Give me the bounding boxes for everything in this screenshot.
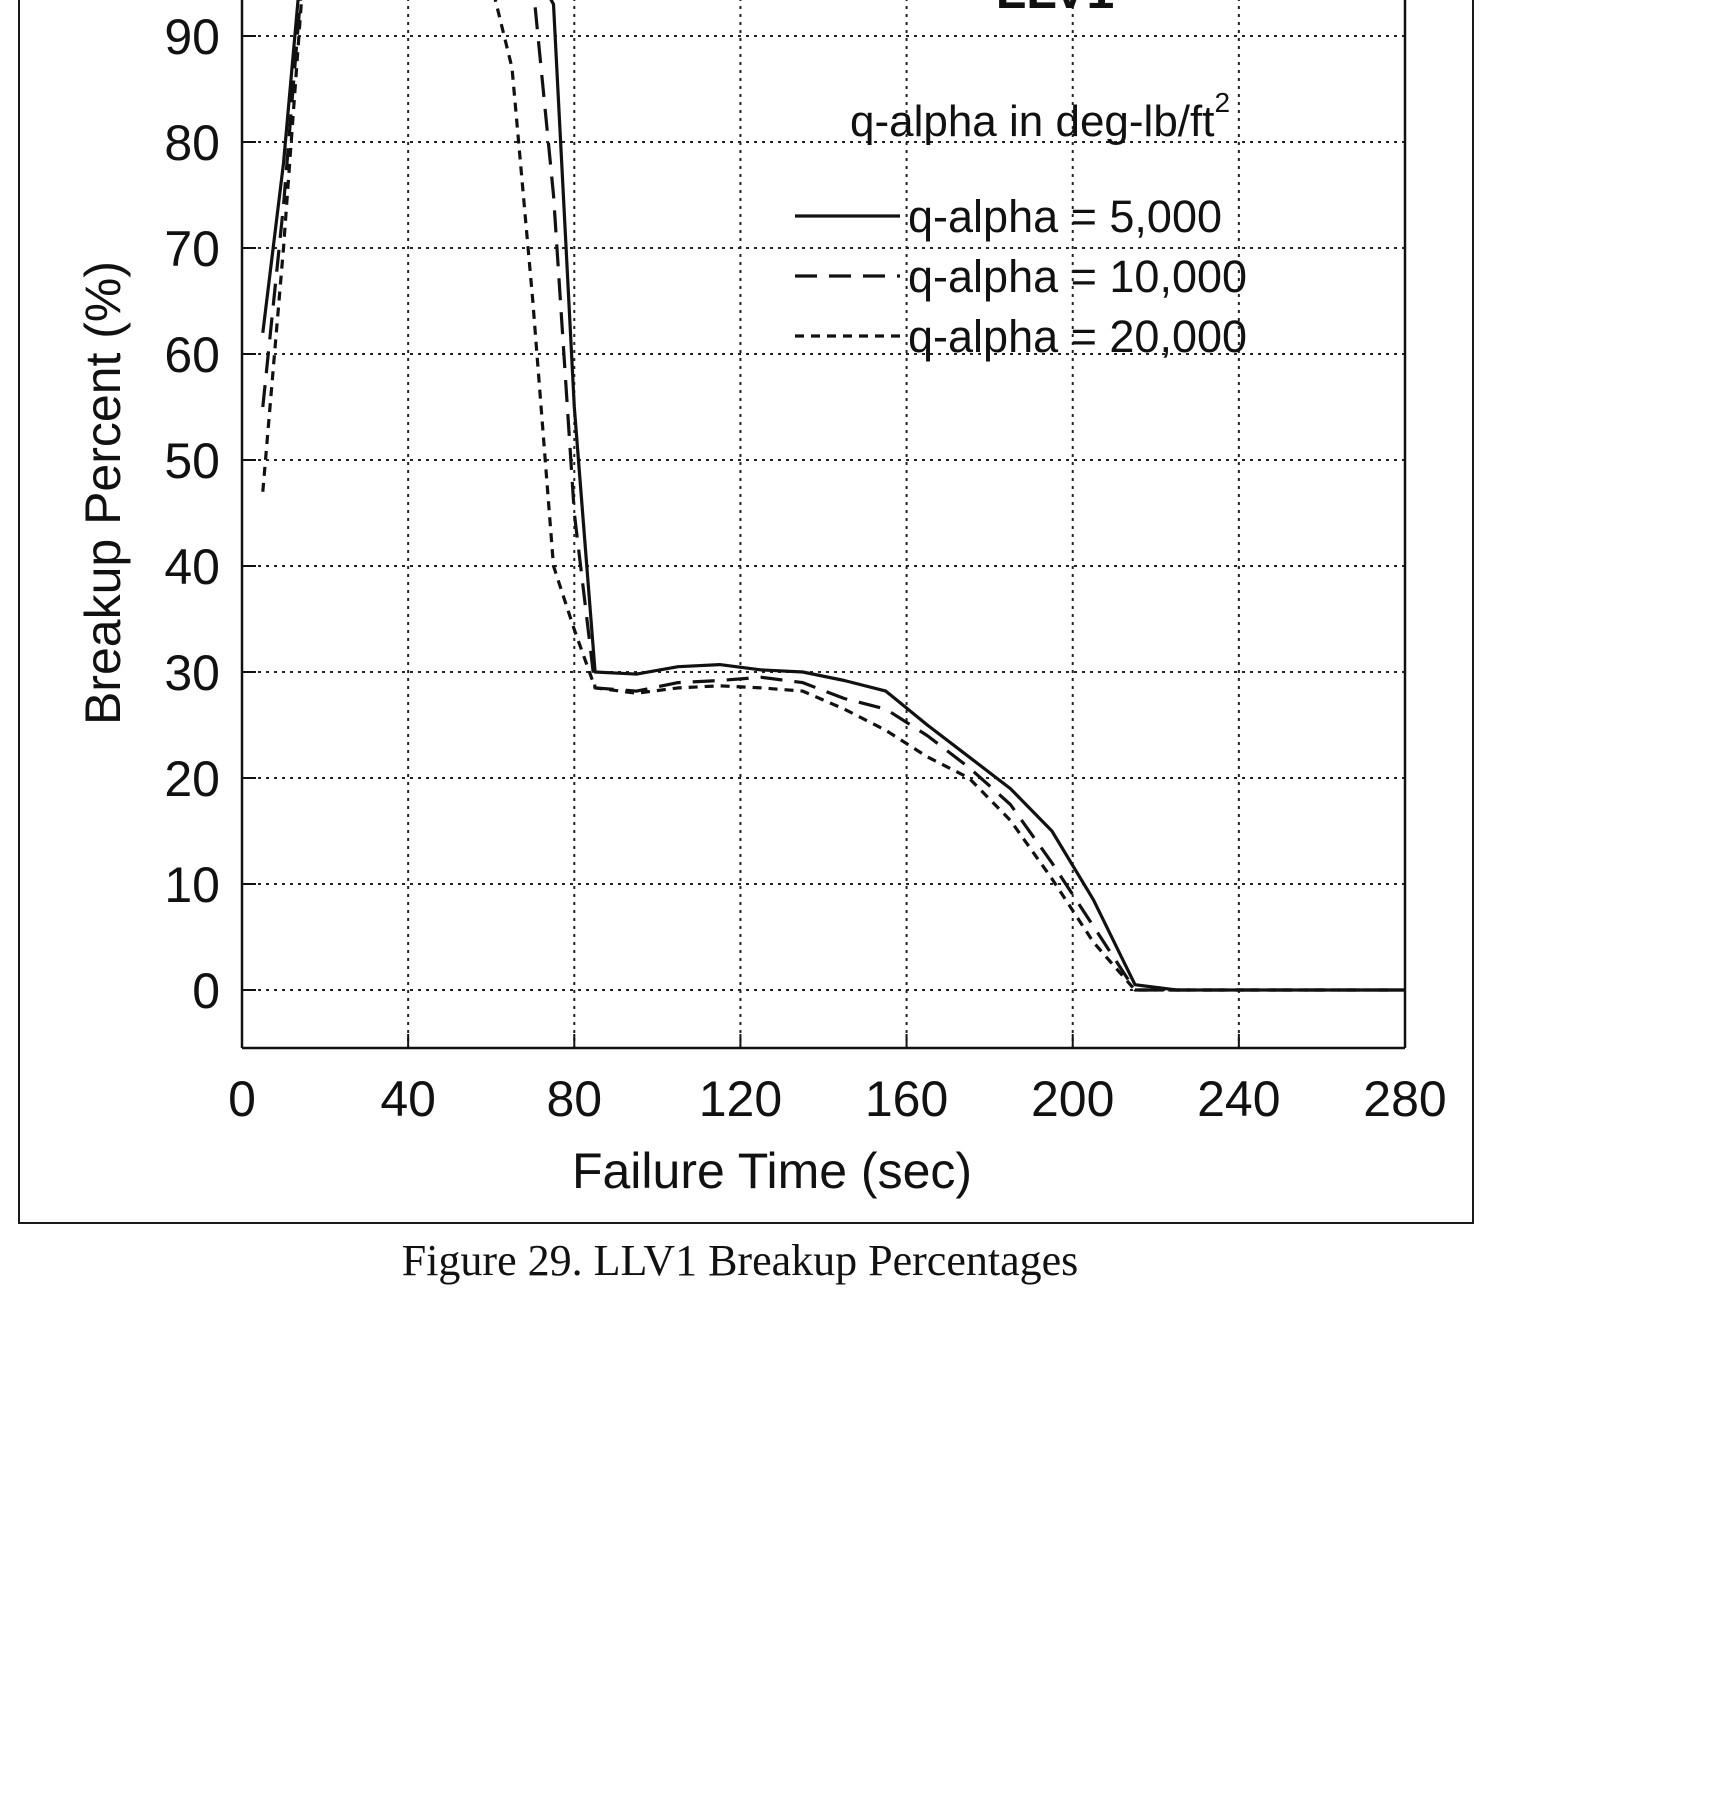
y-tick-label: 70 (164, 221, 220, 277)
figure-caption: Figure 29. LLV1 Breakup Percentages (401, 1236, 1079, 1285)
x-tick-label: 160 (865, 1071, 948, 1127)
legend-entries: q-alpha = 5,000 q-alpha = 10,000 q-alpha =… (795, 191, 1247, 362)
legend: q-alpha in deg-lb/ft2 q-alpha = 5,000q-a… (795, 87, 1247, 362)
y-tick-label: 0 (192, 963, 220, 1019)
chart-frame: 0 40 80 120 160 200 240 280 0 10 20 30 40 50 60 70 80 90 … (18, 0, 1474, 1224)
x-tick-label: 240 (1197, 1071, 1280, 1127)
legend-label-2: q-alpha = 10,000 (908, 251, 1247, 302)
legend-label-1: q-alpha = 5,000 (908, 191, 1222, 242)
x-tick-label: 200 (1031, 1071, 1114, 1127)
x-tick-label: 0 (228, 1071, 256, 1127)
axis-layer (240, 0, 1407, 1050)
y-tick-label: 20 (164, 751, 220, 807)
legend-label-3: q-alpha = 20,000 (908, 311, 1247, 362)
series-layer (261, 0, 1405, 992)
series-line-2 (261, 0, 1405, 992)
y-tick-label: 50 (164, 433, 220, 489)
x-tick-label: 80 (546, 1071, 602, 1127)
y-tick-label: 30 (164, 645, 220, 701)
grid-layer (242, 0, 1405, 1048)
y-tick-label: 90 (164, 9, 220, 65)
top-label: LLV1 (996, 0, 1115, 19)
chart-plot: 0 40 80 120 160 200 240 2800102030405060708090 … (75, 0, 1447, 1199)
x-tick-label: 40 (380, 1071, 436, 1127)
y-tick-label: 10 (164, 857, 220, 913)
x-tick-label: 280 (1363, 1071, 1446, 1127)
x-tick-label: 120 (699, 1071, 782, 1127)
y-axis-title: Breakup Percent (%) (75, 261, 131, 725)
y-tick-label: 80 (164, 115, 220, 171)
x-axis-title: Failure Time (sec) (572, 1143, 972, 1199)
y-tick-label: 40 (164, 539, 220, 595)
legend-title: q-alpha in deg-lb/ft2 (850, 87, 1230, 146)
series-line-3 (261, 0, 1405, 992)
series-line-1 (261, 0, 1405, 992)
y-tick-label: 60 (164, 327, 220, 383)
tick-labels: 0 40 80 120 160 200 240 280 0 10 20 30 40 50 60 70 80 90 (164, 9, 1446, 1127)
